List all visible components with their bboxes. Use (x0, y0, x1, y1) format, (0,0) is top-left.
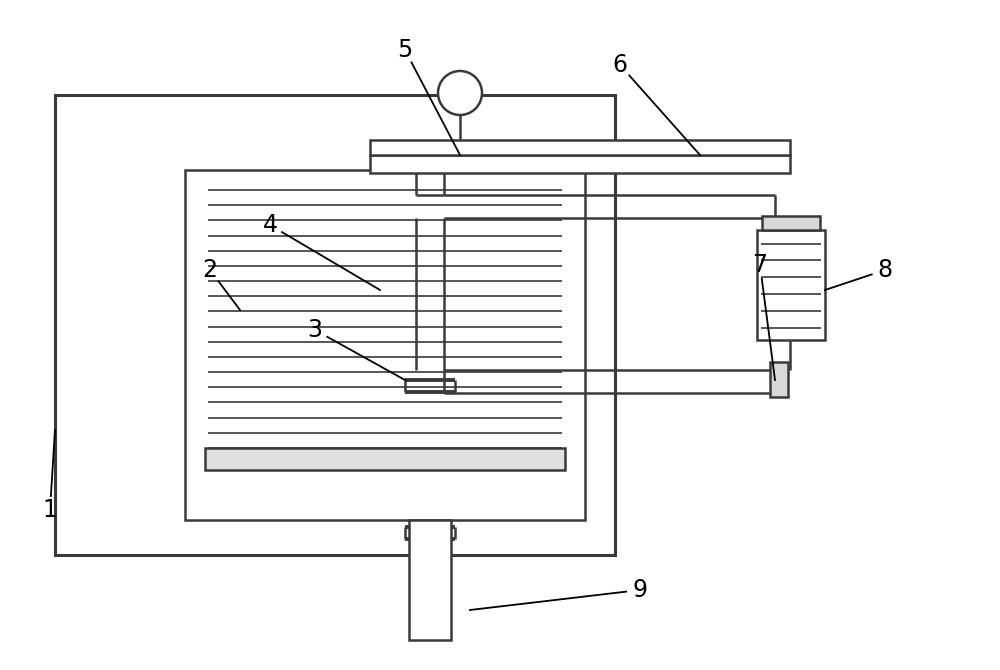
Text: 6: 6 (612, 53, 628, 77)
Text: 9: 9 (633, 578, 648, 602)
Text: 7: 7 (753, 253, 768, 277)
Bar (55, 95, 615, 555)
Text: 1: 1 (43, 498, 57, 522)
Bar (205, 448, 565, 470)
Text: 5: 5 (397, 38, 413, 62)
Text: 4: 4 (262, 213, 278, 237)
Bar (770, 362, 788, 397)
Text: 2: 2 (202, 258, 218, 282)
Text: 3: 3 (308, 318, 322, 342)
Bar (370, 155, 790, 173)
Bar (409, 520, 451, 640)
Bar (762, 216, 820, 230)
Bar (370, 140, 790, 155)
Bar (757, 230, 825, 340)
Circle shape (438, 71, 482, 115)
Text: 8: 8 (877, 258, 893, 282)
Bar (185, 170, 585, 520)
